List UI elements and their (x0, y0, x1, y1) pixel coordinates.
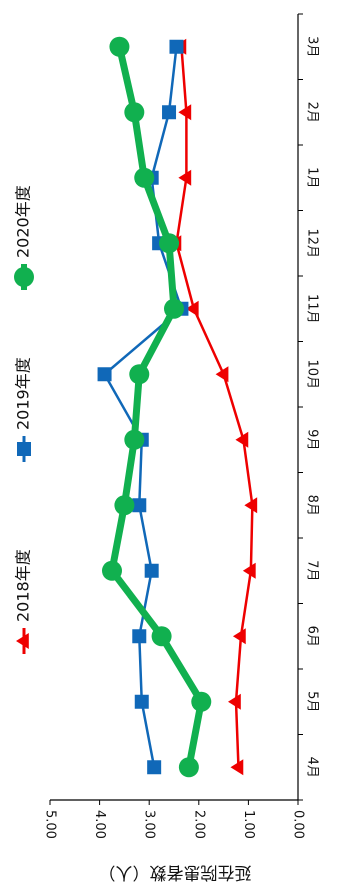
value-tick-label: 5.00 (43, 810, 58, 839)
category-tick-label: 6月 (305, 626, 320, 647)
data-point (230, 759, 244, 776)
data-point (228, 693, 241, 710)
data-point (132, 498, 147, 513)
data-point (215, 366, 229, 383)
value-tick-label: 3.00 (142, 810, 157, 839)
data-point (162, 105, 177, 120)
category-tick-label: 11月 (305, 294, 320, 324)
chart-axes (49, 13, 303, 805)
data-point (169, 39, 184, 54)
data-point (178, 169, 192, 186)
category-tick-label: 4月 (305, 757, 320, 778)
data-point (191, 691, 212, 712)
legend-label: 2020年度 (14, 185, 33, 258)
labels-layer: 0.00 1.00 2.00 3.00 4.00 5.00 4月 5月 6月 7月 8月 9月 10月 1… (43, 36, 320, 882)
category-tick-label: 7月 (305, 560, 320, 581)
value-tick-label: 2.00 (191, 810, 206, 839)
data-point (159, 233, 180, 254)
data-point (97, 367, 112, 382)
series-layer (97, 36, 258, 778)
value-tick-label: 1.00 (241, 810, 256, 839)
data-point (109, 36, 130, 57)
data-point (124, 102, 145, 123)
series-line (175, 45, 254, 769)
category-tick-label: 1月 (305, 167, 320, 188)
legend-swatch-marker (16, 633, 29, 649)
legend-label: 2019年度 (14, 357, 33, 430)
legend-swatch-marker (17, 442, 31, 456)
data-point (132, 629, 147, 644)
series-line (108, 43, 205, 771)
data-point (102, 560, 122, 581)
data-point (242, 562, 256, 579)
data-point (235, 431, 249, 448)
data-point (244, 497, 258, 514)
legend-item-2: 2019年度 (14, 357, 33, 462)
series-3 (102, 36, 212, 778)
data-point (178, 104, 192, 121)
value-tick-label: 4.00 (92, 810, 107, 839)
series-line (103, 45, 183, 769)
category-tick-label: 12月 (305, 228, 320, 258)
data-point (151, 626, 172, 647)
category-tick-label: 3月 (305, 36, 320, 57)
category-tick-label: 9月 (305, 429, 320, 450)
legend-item-3: 2020年度 (14, 185, 34, 290)
category-tick-label: 10月 (305, 359, 320, 389)
data-point (134, 167, 155, 188)
legend-swatch-marker (14, 267, 34, 287)
data-point (178, 757, 199, 778)
data-point (144, 563, 159, 578)
data-point (232, 628, 246, 645)
data-point (124, 429, 145, 450)
data-point (134, 694, 149, 709)
category-tick-label: 5月 (305, 691, 320, 712)
data-point (114, 495, 135, 516)
category-tick-label: 2月 (305, 102, 320, 123)
data-point (164, 298, 184, 319)
data-point (129, 364, 150, 385)
legend-item-1: 2018年度 (14, 549, 33, 654)
chart-legend: 2018年度 2019年度 2020年度 (14, 185, 34, 654)
value-axis-title: 延在院患者数（人） (99, 862, 252, 882)
data-point (147, 760, 162, 775)
data-point (185, 300, 199, 317)
value-tick-label: 0.00 (291, 810, 306, 839)
legend-label: 2018年度 (14, 549, 33, 622)
category-tick-label: 8月 (305, 495, 320, 516)
